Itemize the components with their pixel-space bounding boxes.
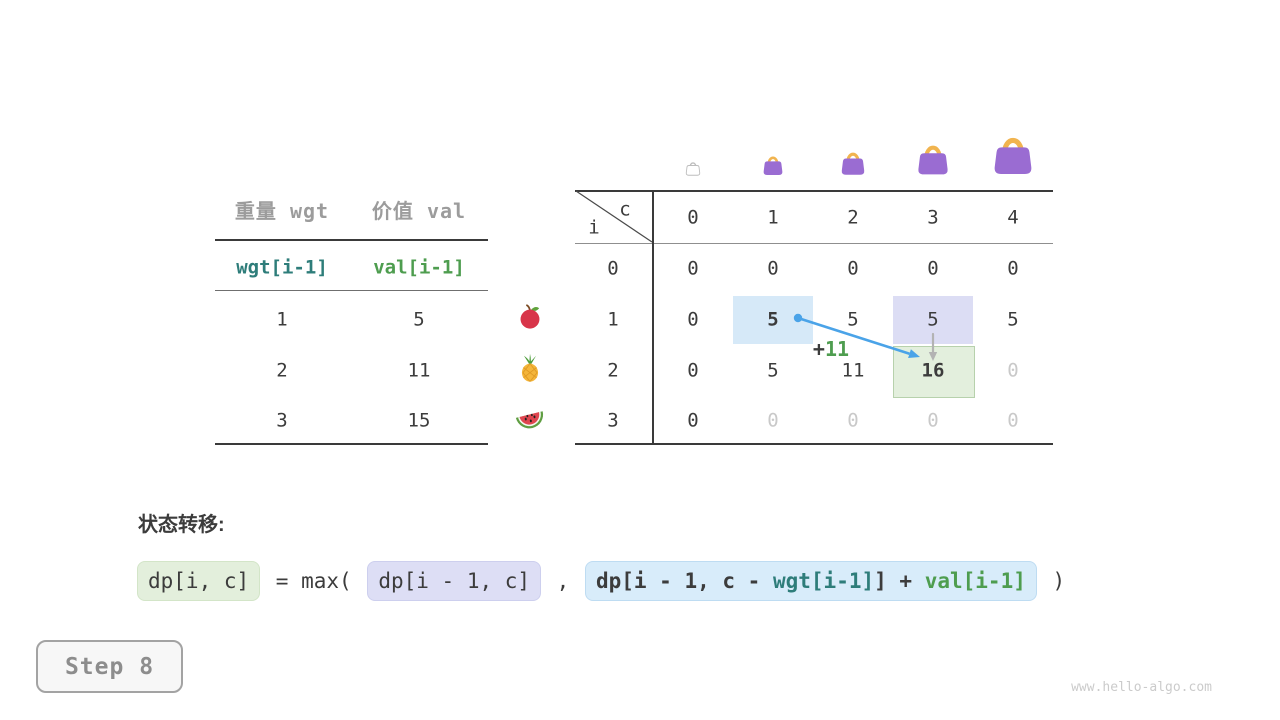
dp-cell-3-2: 0 xyxy=(847,409,859,432)
dp-cell-0-4: 0 xyxy=(1007,257,1019,280)
dp-cell-0-2: 0 xyxy=(847,257,859,280)
step-badge: Step 8 xyxy=(36,640,183,693)
dp-cell-3-1: 0 xyxy=(767,409,779,432)
dp-col-header: 0 xyxy=(687,206,699,229)
item-weight-value: 2 xyxy=(276,359,288,382)
dp-col-header: 2 xyxy=(847,206,859,229)
transition-formula: dp[i, c] = max( dp[i - 1, c] , dp[i - 1,… xyxy=(134,561,1065,601)
formula-text: , xyxy=(544,569,582,593)
transition-title: 状态转移: xyxy=(138,514,225,536)
watermark: www.hello-algo.com xyxy=(1071,680,1212,695)
bag-icon-capacity-1 xyxy=(762,151,785,181)
dp-cell-3-0: 0 xyxy=(687,409,699,432)
dp-cell-1-0: 0 xyxy=(687,308,699,331)
dp-cell-0-0: 0 xyxy=(687,257,699,280)
items-subheader-wgt: wgt[i-1] xyxy=(236,256,328,279)
dp-table-header-rule xyxy=(575,243,1053,244)
items-table-top-rule xyxy=(215,239,488,241)
formula-part: dp[i - 1, c - xyxy=(595,569,773,593)
dp-row-header: 3 xyxy=(607,409,619,432)
bag-icon-capacity-4 xyxy=(991,127,1036,181)
dp-cell-1-4: 5 xyxy=(1007,308,1019,331)
formula-text: = max( xyxy=(263,569,365,593)
dp-cell-3-3: 0 xyxy=(927,409,939,432)
step-label: Step 8 xyxy=(64,653,155,680)
formula-part: ] + xyxy=(874,569,925,593)
watermelon-icon xyxy=(513,401,547,440)
dp-cell-1-3: 5 xyxy=(927,308,939,331)
item-weight-value: 1 xyxy=(276,308,288,331)
dp-cell-2-4: 0 xyxy=(1007,359,1019,382)
dp-row-header: 1 xyxy=(607,308,619,331)
items-table-bottom-rule xyxy=(215,443,488,445)
formula-chip-purple: dp[i - 1, c] xyxy=(367,561,542,601)
dp-table-vertical-rule xyxy=(652,190,654,445)
pineapple-icon xyxy=(515,353,545,388)
bag-icon-capacity-2 xyxy=(839,146,867,181)
dp-table-top-rule xyxy=(575,190,1053,192)
items-col-header-value: 价值 val xyxy=(371,199,467,223)
formula-chip-blue: dp[i - 1, c - wgt[i-1]] + val[i-1] xyxy=(584,561,1037,601)
dp-cell-0-3: 0 xyxy=(927,257,939,280)
dp-col-header: 4 xyxy=(1007,206,1019,229)
dp-cell-0-1: 0 xyxy=(767,257,779,280)
dp-col-header: 1 xyxy=(767,206,779,229)
item-value-value: 15 xyxy=(407,409,431,432)
plus-value-label: +11 xyxy=(813,339,849,359)
empty-bag-icon xyxy=(685,158,702,181)
dp-row-header: 2 xyxy=(607,359,619,382)
formula-chip-green: dp[i, c] xyxy=(137,561,261,601)
plus-sign: + xyxy=(812,337,825,361)
dp-cell-1-2: 5 xyxy=(847,308,859,331)
added-value: 11 xyxy=(824,337,850,361)
dp-cell-3-4: 0 xyxy=(1007,409,1019,432)
dp-col-header: 3 xyxy=(927,206,939,229)
bag-icon-capacity-3 xyxy=(915,137,951,181)
formula-part: wgt[i-1] xyxy=(772,569,875,593)
dp-cell-2-1: 5 xyxy=(767,359,779,382)
formula-part: val[i-1] xyxy=(924,569,1026,593)
items-subheader-val: val[i-1] xyxy=(373,256,465,279)
dp-table-bottom-rule xyxy=(575,443,1053,445)
dp-cell-2-3: 16 xyxy=(921,359,945,382)
items-col-header-weight: 重量 wgt xyxy=(234,199,330,223)
item-value-value: 5 xyxy=(413,308,425,331)
items-table-mid-rule xyxy=(215,290,488,291)
dp-row-header: 0 xyxy=(607,257,619,280)
item-weight-value: 3 xyxy=(276,409,288,432)
dp-cell-2-0: 0 xyxy=(687,359,699,382)
dp-cell-1-1: 5 xyxy=(767,308,779,331)
dp-cell-2-2: 11 xyxy=(841,359,865,382)
formula-text: ) xyxy=(1039,569,1066,593)
apple-icon xyxy=(516,303,544,336)
item-value-value: 11 xyxy=(407,359,431,382)
